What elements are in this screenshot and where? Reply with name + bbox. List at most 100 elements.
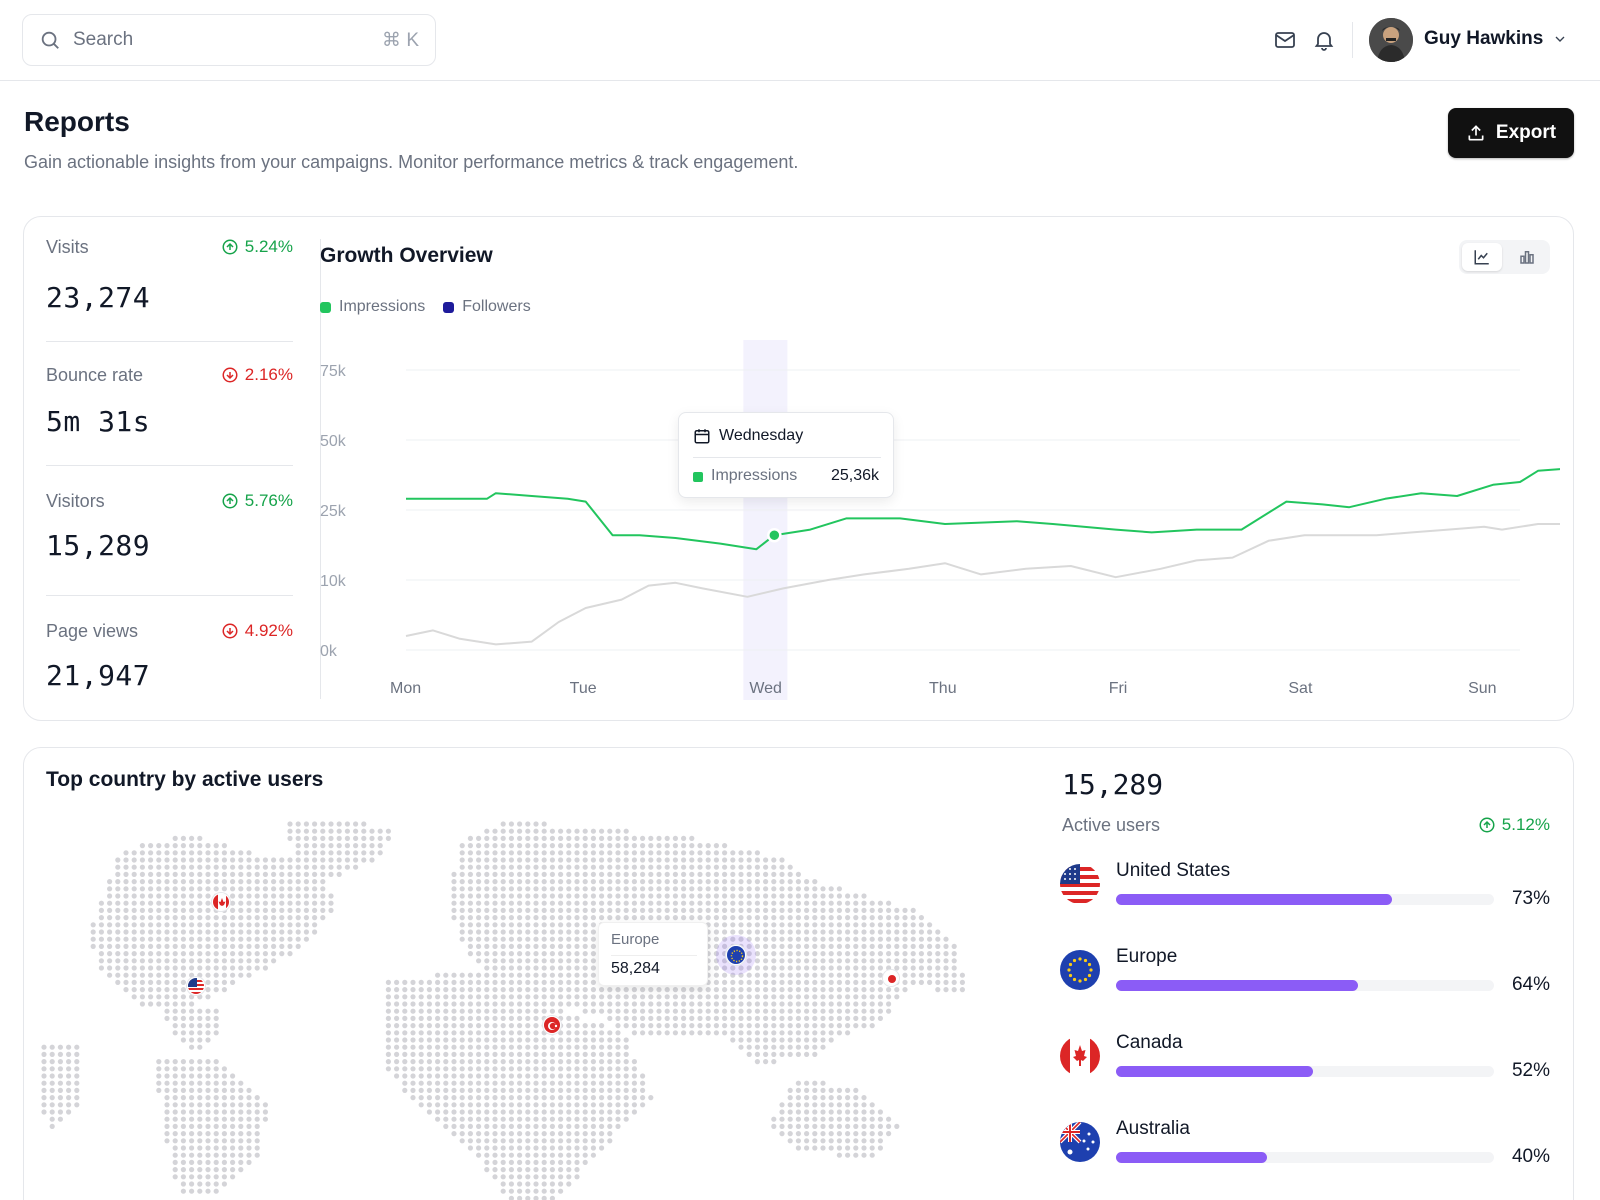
map-dot — [590, 1023, 597, 1029]
map-dot — [205, 871, 211, 877]
map-dot — [508, 1174, 514, 1180]
export-button[interactable]: Export — [1448, 108, 1574, 158]
map-dot — [525, 1181, 531, 1187]
map-dot — [139, 864, 145, 870]
map-dot — [443, 972, 449, 978]
map-dot — [787, 1087, 793, 1093]
map-dot — [820, 1095, 826, 1101]
map-marker-japan[interactable] — [883, 970, 899, 986]
map-dot — [845, 987, 851, 993]
map-dot — [90, 943, 96, 949]
map-dot — [910, 922, 916, 928]
map-dot — [492, 850, 498, 856]
map-dot — [238, 871, 244, 877]
map-dot — [279, 929, 285, 935]
map-marker-canada[interactable] — [212, 893, 230, 911]
bell-icon[interactable] — [1312, 28, 1336, 52]
map-dot — [533, 922, 539, 928]
map-dot — [467, 1109, 473, 1115]
search-input[interactable]: Search ⌘ K — [22, 14, 436, 66]
map-dot — [607, 1095, 613, 1101]
mail-icon[interactable] — [1273, 28, 1297, 52]
map-dot — [189, 1102, 195, 1108]
map-dot — [262, 936, 268, 942]
map-dot — [230, 951, 236, 957]
map-dot — [631, 857, 638, 863]
map-dot — [754, 850, 761, 856]
map-dot — [517, 994, 523, 1000]
country-row-united-states[interactable]: United States 73% — [1060, 860, 1550, 920]
map-dot — [574, 1087, 580, 1093]
map-dot — [828, 1008, 834, 1014]
map-marker-europe[interactable] — [726, 945, 746, 965]
map-dot — [197, 994, 203, 1000]
map-dot — [910, 936, 916, 942]
map-dot — [845, 929, 851, 935]
map-dot — [558, 1188, 564, 1194]
map-dot — [566, 1080, 572, 1086]
country-row-europe[interactable]: Europe 64% — [1060, 946, 1550, 1006]
map-dot — [172, 972, 178, 978]
map-dot — [672, 994, 679, 1000]
map-dot — [549, 1066, 555, 1072]
map-dot — [558, 1001, 564, 1007]
map-dot — [517, 835, 523, 841]
legend-item-followers[interactable]: Followers — [443, 298, 531, 316]
map-dot — [558, 936, 564, 942]
map-dot — [164, 886, 170, 892]
map-dot — [164, 1073, 170, 1079]
map-dot — [771, 864, 777, 870]
avatar[interactable] — [1369, 18, 1413, 62]
map-dot — [861, 1116, 867, 1122]
map-dot — [828, 1095, 834, 1101]
map-dot — [328, 850, 334, 856]
map-dot — [910, 951, 916, 957]
map-dot — [484, 1152, 490, 1158]
map-dot — [525, 1195, 531, 1200]
map-marker-turkey[interactable] — [543, 1016, 561, 1034]
bar-chart-toggle[interactable] — [1507, 243, 1547, 271]
map-dot — [361, 843, 367, 849]
map-dot — [221, 1152, 227, 1158]
map-dot — [443, 1044, 449, 1050]
map-dot — [180, 965, 186, 971]
map-dot — [320, 893, 326, 899]
map-dot — [861, 972, 867, 978]
map-dot — [238, 1080, 244, 1086]
map-dot — [689, 835, 695, 841]
legend-item-impressions[interactable]: Impressions — [320, 298, 425, 316]
map-dot — [508, 1116, 514, 1122]
map-dot — [722, 1023, 728, 1029]
map-dot — [246, 936, 252, 942]
map-dot — [533, 1174, 539, 1180]
map-dot — [615, 1116, 621, 1122]
map-dot — [385, 828, 391, 834]
map-dot — [205, 1181, 211, 1187]
line-chart-toggle[interactable] — [1462, 243, 1502, 271]
chevron-down-icon[interactable] — [1552, 31, 1568, 47]
map-dot — [812, 1102, 818, 1108]
map-dot — [156, 893, 162, 899]
map-dot — [681, 987, 687, 993]
map-dot — [148, 958, 154, 964]
map-dot — [336, 864, 342, 870]
map-dot — [459, 857, 465, 863]
map-dot — [574, 1030, 580, 1036]
map-dot — [533, 1095, 539, 1101]
map-marker-united-states[interactable] — [187, 977, 205, 995]
map-dot — [238, 1167, 244, 1173]
country-row-australia[interactable]: Australia 40% — [1060, 1118, 1550, 1178]
arrow-up-circle-icon — [222, 493, 238, 509]
map-dot — [508, 936, 514, 942]
map-dot — [443, 1073, 449, 1079]
country-card-title: Top country by active users — [46, 768, 324, 791]
map-dot — [820, 951, 826, 957]
map-dot — [230, 1087, 236, 1093]
map-dot — [787, 900, 793, 906]
map-dot — [402, 1015, 408, 1021]
map-dot — [558, 843, 564, 849]
user-name[interactable]: Guy Hawkins — [1424, 28, 1544, 49]
map-dot — [476, 835, 482, 841]
map-dot — [205, 1188, 211, 1194]
country-row-canada[interactable]: Canada 52% — [1060, 1032, 1550, 1092]
